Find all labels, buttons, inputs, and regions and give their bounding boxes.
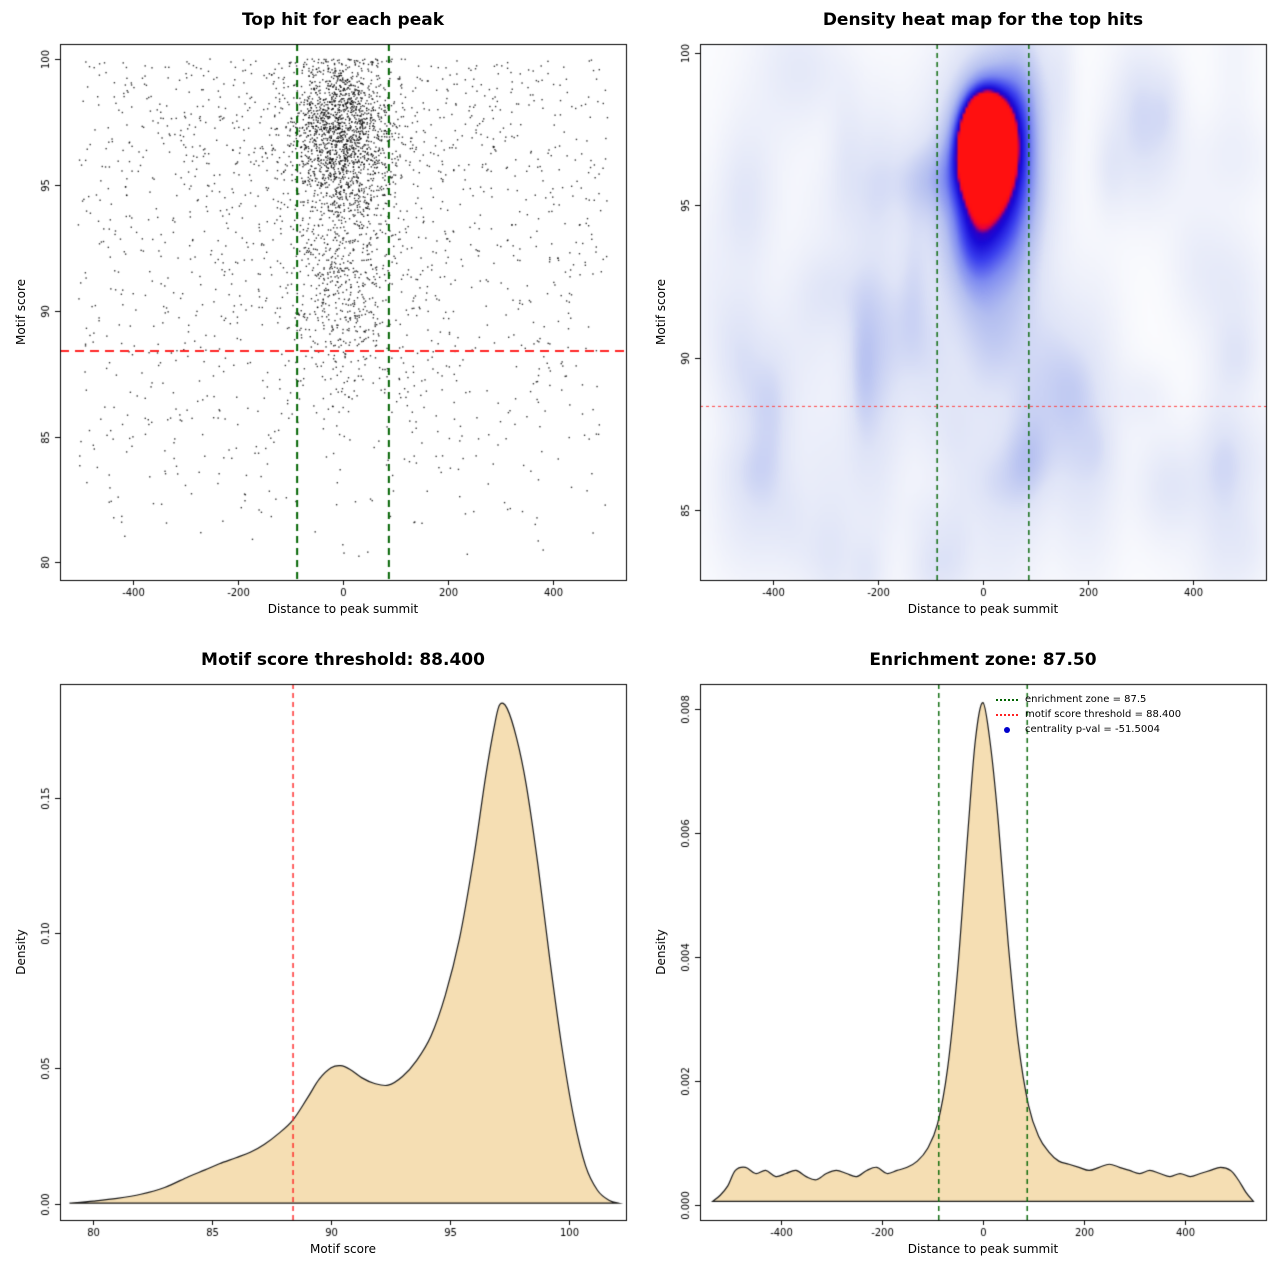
- distance-density-y-axis-label: Density: [654, 929, 668, 975]
- heatmap-canvas: [640, 0, 1280, 640]
- scatter-y-axis-label: Motif score: [14, 278, 28, 346]
- centrality-pval-dot-icon: [996, 726, 1018, 733]
- score-density-x-axis-label: Motif score: [309, 1242, 377, 1256]
- legend-label-enrichment-zone: enrichment zone = 87.5: [1025, 694, 1147, 705]
- panel-summit-distance-density: Enrichment zone: 87.50 Distance to peak …: [640, 640, 1280, 1280]
- score-density-y-axis-label: Density: [14, 929, 28, 975]
- score-threshold-line-icon: [996, 713, 1018, 716]
- scatter-canvas: [0, 0, 640, 640]
- score-density-canvas: [0, 640, 640, 1280]
- legend: enrichment zone = 87.5 motif score thres…: [996, 692, 1181, 737]
- legend-label-score-threshold: motif score threshold = 88.400: [1025, 709, 1182, 720]
- heatmap-title: Density heat map for the top hits: [822, 10, 1144, 30]
- panel-top-hit-scatter: Top hit for each peak Distance to peak s…: [0, 0, 640, 640]
- heatmap-y-axis-label: Motif score: [654, 278, 668, 346]
- panel-density-heatmap: Density heat map for the top hits Distan…: [640, 0, 1280, 640]
- enrichment-zone-line-icon: [996, 698, 1018, 701]
- legend-item-centrality-pval: centrality p-val = -51.5004: [996, 722, 1181, 737]
- legend-item-score-threshold: motif score threshold = 88.400: [996, 707, 1181, 722]
- distance-density-title: Enrichment zone: 87.50: [869, 650, 1097, 670]
- scatter-x-axis-label: Distance to peak summit: [267, 602, 419, 616]
- score-density-title: Motif score threshold: 88.400: [201, 650, 485, 670]
- distance-density-canvas: [640, 640, 1280, 1280]
- heatmap-x-axis-label: Distance to peak summit: [907, 602, 1059, 616]
- legend-item-enrichment-zone: enrichment zone = 87.5: [996, 692, 1181, 707]
- distance-density-x-axis-label: Distance to peak summit: [907, 1242, 1059, 1256]
- scatter-title: Top hit for each peak: [241, 10, 445, 30]
- legend-label-centrality-pval: centrality p-val = -51.5004: [1025, 724, 1160, 735]
- panel-motif-score-density: Motif score threshold: 88.400 Motif scor…: [0, 640, 640, 1280]
